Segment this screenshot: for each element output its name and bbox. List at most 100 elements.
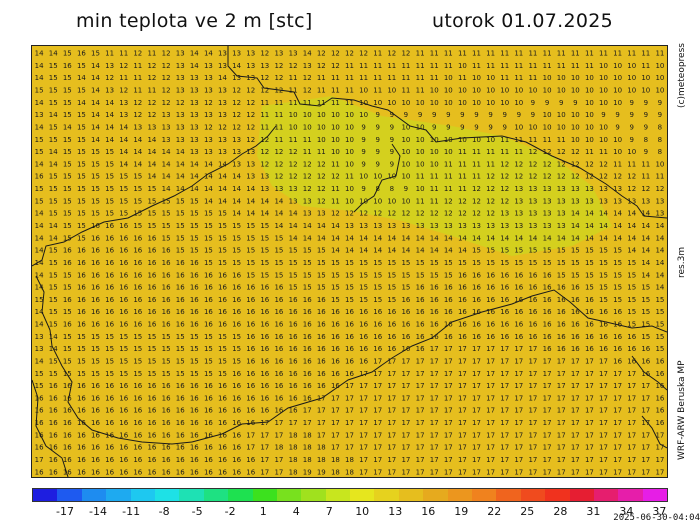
- grid-value: 17: [543, 431, 552, 439]
- grid-value: 12: [246, 136, 255, 144]
- grid-value: 15: [500, 247, 509, 255]
- grid-value: 14: [204, 197, 213, 205]
- grid-value: 15: [162, 197, 171, 205]
- grid-value: 16: [627, 358, 636, 366]
- grid-value: 16: [627, 345, 636, 353]
- grid-value: 16: [303, 308, 312, 316]
- grid-value: 15: [599, 271, 608, 279]
- colorbar-tick-label: -17: [56, 505, 74, 518]
- grid-value: 16: [204, 468, 213, 476]
- grid-value: 11: [317, 87, 326, 95]
- grid-value: 10: [345, 160, 354, 168]
- grid-value: 15: [627, 271, 636, 279]
- grid-value: 13: [147, 124, 156, 132]
- grid-value: 11: [500, 50, 509, 58]
- grid-value: 17: [331, 431, 340, 439]
- grid-value: 15: [49, 370, 58, 378]
- grid-value: 14: [585, 222, 594, 230]
- grid-value: 17: [430, 345, 439, 353]
- grid-value: 17: [260, 456, 269, 464]
- grid-value: 16: [77, 247, 86, 255]
- grid-value: 16: [176, 271, 185, 279]
- grid-value: 16: [303, 382, 312, 390]
- grid-value: 16: [331, 333, 340, 341]
- grid-value: 14: [331, 234, 340, 242]
- colorbar-tick-label: -11: [122, 505, 141, 518]
- grid-value: 15: [63, 136, 72, 144]
- grid-value: 14: [373, 247, 382, 255]
- grid-value: 16: [190, 321, 199, 329]
- grid-value: 16: [190, 394, 199, 402]
- grid-value: 11: [430, 50, 439, 58]
- grid-value: 14: [599, 210, 608, 218]
- grid-value: 17: [613, 468, 622, 476]
- grid-value: 17: [486, 370, 495, 378]
- grid-value: 17: [472, 419, 481, 427]
- colorbar-swatch: [520, 489, 546, 501]
- grid-value: 11: [486, 62, 495, 70]
- grid-value: 10: [599, 74, 608, 82]
- grid-value: 17: [528, 382, 537, 390]
- grid-value: 16: [91, 284, 100, 292]
- grid-value: 16: [387, 321, 396, 329]
- grid-value: 16: [176, 431, 185, 439]
- border-line-south-west: [35, 275, 193, 445]
- grid-value: 14: [260, 210, 269, 218]
- grid-value: 11: [401, 87, 410, 95]
- colorbar-tick-label: -5: [191, 505, 203, 518]
- grid-value: 13: [204, 148, 213, 156]
- grid-value: 17: [500, 431, 509, 439]
- grid-value: 16: [63, 456, 72, 464]
- grid-value: 11: [401, 74, 410, 82]
- grid-value: 18: [274, 444, 283, 452]
- grid-value: 16: [119, 468, 128, 476]
- grid-value: 11: [401, 62, 410, 70]
- grid-value: 10: [571, 74, 580, 82]
- grid-value: 17: [387, 419, 396, 427]
- grid-value: 11: [317, 148, 326, 156]
- grid-value: 17: [401, 358, 410, 366]
- grid-value: 14: [641, 222, 650, 230]
- grid-value: 15: [91, 173, 100, 181]
- grid-value: 16: [204, 407, 213, 415]
- grid-value: 15: [260, 259, 269, 267]
- grid-value: 13: [232, 74, 241, 82]
- grid-value: 14: [444, 247, 453, 255]
- grid-value: 13: [162, 124, 171, 132]
- grid-value: 17: [514, 419, 523, 427]
- grid-value: 16: [63, 419, 72, 427]
- grid-value: 10: [585, 111, 594, 119]
- grid-value: 17: [613, 382, 622, 390]
- grid-value: 15: [641, 333, 650, 341]
- grid-value: 17: [585, 407, 594, 415]
- grid-value: 16: [119, 247, 128, 255]
- grid-value: 10: [599, 124, 608, 132]
- grid-value: 16: [514, 333, 523, 341]
- grid-value: 10: [599, 62, 608, 70]
- grid-value: 16: [218, 284, 227, 292]
- grid-value: 16: [162, 407, 171, 415]
- grid-value: 14: [119, 148, 128, 156]
- grid-value: 9: [658, 99, 662, 107]
- grid-value: 14: [218, 160, 227, 168]
- grid-value: 13: [514, 210, 523, 218]
- grid-value: 15: [105, 370, 114, 378]
- grid-value: 16: [105, 271, 114, 279]
- grid-value: 16: [91, 407, 100, 415]
- grid-value: 13: [119, 111, 128, 119]
- grid-value: 11: [458, 50, 467, 58]
- grid-value: 16: [514, 284, 523, 292]
- grid-value: 17: [401, 431, 410, 439]
- grid-value: 14: [91, 74, 100, 82]
- grid-value: 17: [627, 456, 636, 464]
- grid-value: 14: [373, 234, 382, 242]
- grid-value: 15: [49, 124, 58, 132]
- grid-value: 15: [472, 259, 481, 267]
- grid-value: 14: [77, 99, 86, 107]
- grid-value: 12: [528, 160, 537, 168]
- grid-value: 16: [204, 431, 213, 439]
- grid-value: 12: [486, 185, 495, 193]
- grid-value: 15: [401, 259, 410, 267]
- grid-value: 17: [486, 431, 495, 439]
- grid-value: 16: [147, 394, 156, 402]
